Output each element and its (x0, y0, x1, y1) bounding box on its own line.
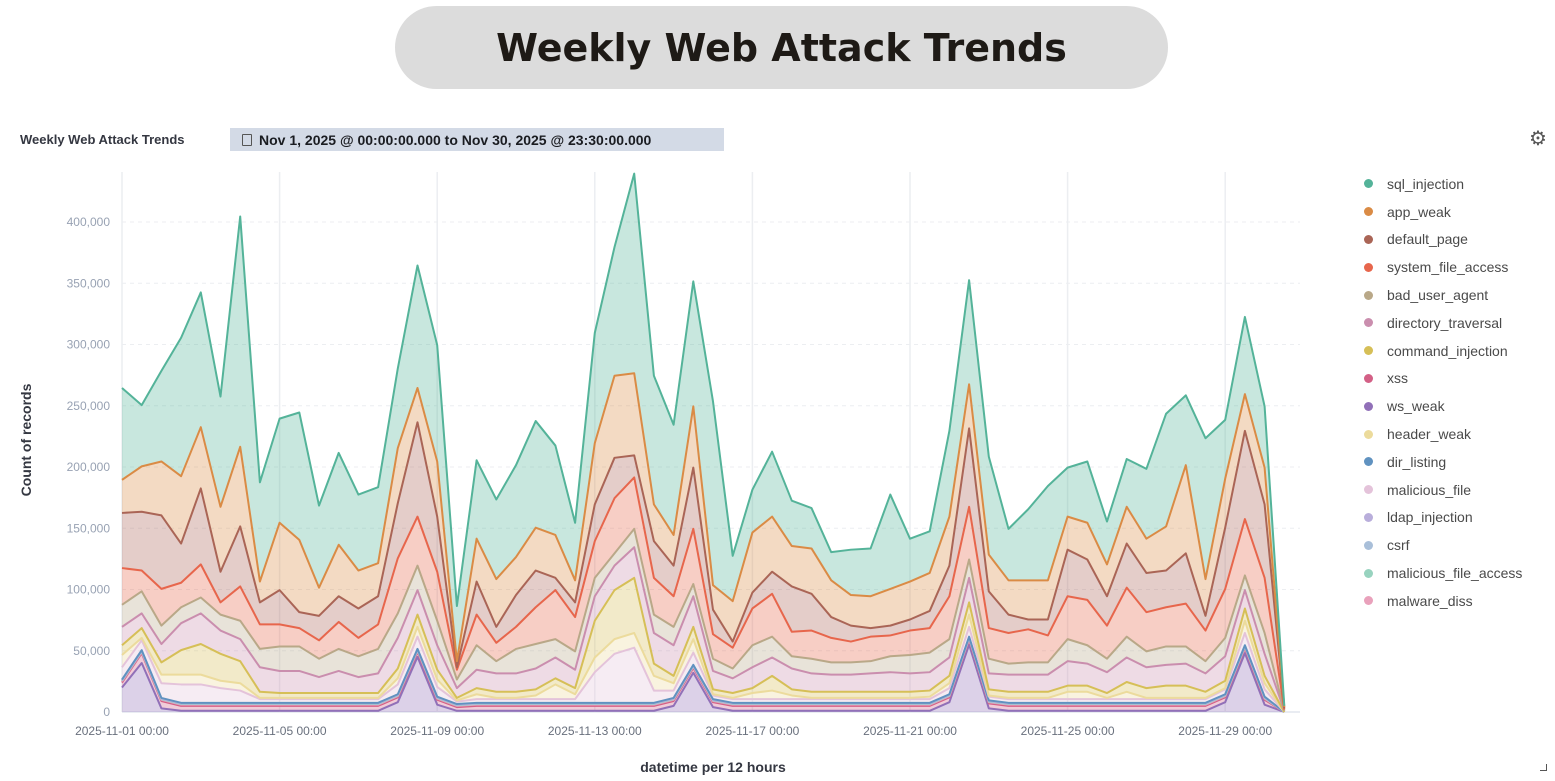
x-tick-label: 2025-11-09 00:00 (390, 724, 484, 738)
x-tick-label: 2025-11-29 00:00 (1178, 724, 1272, 738)
legend-item-system_file_access[interactable]: system_file_access (1360, 253, 1522, 281)
line-bad_user_agent (121, 527, 1286, 712)
area-default_page (122, 422, 1285, 710)
line-directory_traversal (121, 546, 1286, 712)
legend-item-default_page[interactable]: default_page (1360, 226, 1522, 254)
area-ws_weak (122, 644, 1285, 712)
line-command_injection (121, 576, 1286, 713)
legend-item-malicious_file_access[interactable]: malicious_file_access (1360, 559, 1522, 587)
legend-dot-icon (1364, 346, 1373, 356)
legend-dot-icon (1364, 596, 1373, 606)
legend-label: xss (1387, 370, 1408, 387)
legend-label: bad_user_agent (1387, 287, 1489, 304)
legend-item-csrf[interactable]: csrf (1360, 531, 1522, 559)
grid (121, 172, 1300, 713)
legend-item-malicious_file[interactable]: malicious_file (1360, 476, 1522, 504)
legend-item-directory_traversal[interactable]: directory_traversal (1360, 309, 1522, 337)
line-default_page (121, 421, 1286, 709)
legend-dot-icon (1364, 429, 1373, 439)
legend-dot-icon (1364, 457, 1373, 467)
legend-dot-icon (1364, 540, 1373, 550)
legend-label: system_file_access (1387, 259, 1509, 276)
legend-label: header_weak (1387, 426, 1472, 443)
legend-item-bad_user_agent[interactable]: bad_user_agent (1360, 281, 1522, 309)
line-ws_weak (121, 643, 1285, 713)
legend-label: csrf (1387, 537, 1410, 554)
y-tick-label: 300,000 (67, 338, 111, 352)
x-tick-label: 2025-11-01 00:00 (75, 724, 169, 738)
page-title: Weekly Web Attack Trends (496, 25, 1067, 70)
legend-item-xss[interactable]: xss (1360, 365, 1522, 393)
date-range-badge[interactable]: Nov 1, 2025 @ 00:00:00.000 to Nov 30, 20… (230, 128, 724, 151)
legend-item-dir_listing[interactable]: dir_listing (1360, 448, 1522, 476)
legend-label: app_weak (1387, 203, 1451, 220)
y-tick-label: 50,000 (73, 644, 110, 658)
legend-label: dir_listing (1387, 453, 1447, 470)
line-system_file_access (121, 476, 1286, 710)
legend-label: malicious_file_access (1387, 565, 1523, 582)
y-tick-label: 200,000 (67, 460, 111, 474)
y-tick-label: 250,000 (67, 399, 111, 413)
y-tick-label: 0 (103, 705, 110, 719)
legend-dot-icon (1364, 290, 1373, 300)
line-dir_listing (121, 635, 1285, 713)
line-sql_injection (121, 172, 1286, 706)
legend-item-malware_diss[interactable]: malware_diss (1360, 587, 1522, 615)
legend-label: sql_injection (1387, 175, 1465, 192)
page-title-banner: Weekly Web Attack Trends (395, 6, 1168, 89)
gear-icon[interactable]: ⚙ (1529, 128, 1547, 150)
legend-dot-icon (1364, 262, 1373, 272)
legend-dot-icon (1364, 207, 1373, 217)
x-tick-label: 2025-11-13 00:00 (548, 724, 642, 738)
legend-label: directory_traversal (1387, 314, 1503, 331)
y-tick-label: 150,000 (67, 521, 111, 535)
panel-title: Weekly Web Attack Trends (20, 132, 185, 147)
legend-label: ldap_injection (1387, 509, 1473, 526)
legend-item-sql_injection[interactable]: sql_injection (1360, 170, 1522, 198)
legend-dot-icon (1364, 485, 1373, 495)
y-tick-label: 100,000 (67, 583, 111, 597)
legend-item-app_weak[interactable]: app_weak (1360, 198, 1522, 226)
series-areas (121, 172, 1286, 713)
y-tick-label: 350,000 (67, 276, 111, 290)
area-sql_injection (122, 173, 1285, 708)
legend-label: malware_diss (1387, 592, 1473, 609)
legend-dot-icon (1364, 373, 1373, 383)
legend-dot-icon (1364, 234, 1373, 244)
legend-dot-icon (1364, 318, 1373, 328)
area-bad_user_agent (122, 528, 1285, 711)
x-tick-label: 2025-11-17 00:00 (705, 724, 799, 738)
legend-dot-icon (1364, 179, 1373, 189)
x-tick-label: 2025-11-21 00:00 (863, 724, 957, 738)
legend-item-header_weak[interactable]: header_weak (1360, 420, 1522, 448)
calendar-icon (242, 133, 252, 146)
line-app_weak (121, 372, 1286, 708)
legend-label: ws_weak (1387, 398, 1445, 415)
legend-item-ldap_injection[interactable]: ldap_injection (1360, 504, 1522, 532)
x-axis-ticks: 2025-11-01 00:00 2025-11-05 00:00 2025-11-… (75, 724, 1272, 738)
x-tick-label: 2025-11-25 00:00 (1021, 724, 1115, 738)
legend-item-command_injection[interactable]: command_injection (1360, 337, 1522, 365)
y-tick-label: 400,000 (67, 215, 111, 229)
date-range-text: Nov 1, 2025 @ 00:00:00.000 to Nov 30, 20… (259, 131, 652, 148)
legend-dot-icon (1364, 512, 1373, 522)
resize-handle[interactable] (1540, 764, 1547, 771)
y-axis-ticks: 0 50,000 100,000 150,000 200,000 250,000 300,0… (67, 215, 111, 719)
area-system_file_access (122, 477, 1285, 711)
line-malicious_file (121, 625, 1286, 713)
legend: sql_injection app_weak default_page system_… (1360, 170, 1522, 615)
legend-item-ws_weak[interactable]: ws_weak (1360, 392, 1522, 420)
y-axis-label: Count of records (18, 383, 34, 496)
legend-dot-icon (1364, 568, 1373, 578)
legend-label: command_injection (1387, 342, 1508, 359)
x-axis-label: datetime per 12 hours (640, 759, 786, 775)
legend-label: malicious_file (1387, 481, 1472, 498)
x-tick-label: 2025-11-05 00:00 (233, 724, 327, 738)
legend-label: default_page (1387, 231, 1468, 248)
line-header_weak (121, 613, 1286, 713)
legend-dot-icon (1364, 401, 1373, 411)
